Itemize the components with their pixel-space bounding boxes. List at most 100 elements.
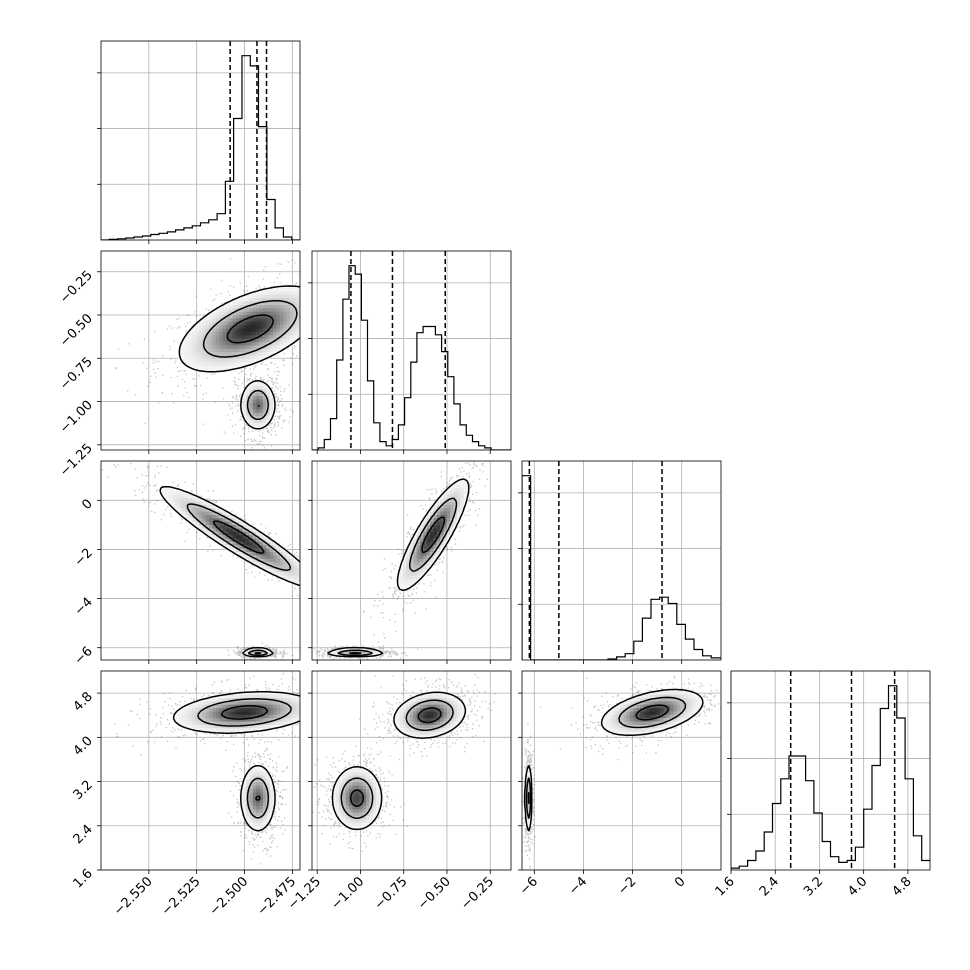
density-cell [178,718,183,723]
density-cell [242,358,247,363]
density-cell [225,711,230,716]
density-cell [633,711,638,716]
density-cell [633,714,638,719]
density-cell [256,789,261,794]
density-cell [446,708,451,713]
density-cell [296,704,300,709]
density-cell [355,646,360,651]
density-cell [256,382,261,387]
density-cell [249,308,254,313]
density-cell [335,789,340,794]
density-cell [266,385,271,390]
density-cell [296,328,300,333]
density-cell [409,701,414,706]
density-cell [215,714,220,719]
density-cell [212,315,217,320]
density-cell [293,701,298,706]
y-tick-label: −2 [72,546,96,570]
density-cell [660,691,665,696]
density-cell [262,409,267,414]
density-cell [286,552,291,557]
density-cell [252,423,257,427]
density-cell [293,315,298,320]
density-cell [222,704,227,709]
density-cell [235,545,240,550]
density-cell [256,701,261,706]
density-cell [266,694,271,699]
density-cell [525,772,530,777]
density-cell [366,816,370,820]
density-cell [376,802,381,807]
density-cell [372,812,377,817]
density-cell [229,521,234,526]
density-cell [219,521,224,526]
density-cell [239,718,244,723]
density-cell [256,385,261,390]
density-cell [433,701,438,706]
density-cell [242,552,247,557]
density-cell [252,768,257,773]
density-cell [212,508,217,513]
density-cell [352,826,357,831]
density-cell [185,718,190,723]
density-cell [636,721,641,726]
density-cell [392,718,397,723]
density-cell [667,691,671,696]
density-cell [423,555,428,560]
density-cell [222,725,227,729]
hist-panel-p3 [518,460,722,661]
x-tick-label: 3.2 [801,874,826,899]
density-cell [205,335,210,340]
density-cell [440,725,445,729]
density-cell [413,555,418,560]
density-cell [446,704,451,709]
density-cell [192,721,197,726]
density-cell [366,772,370,777]
density-cell [219,308,224,313]
panel-content [101,671,300,870]
density-cell [446,728,451,733]
density-cell [259,775,264,780]
density-cell [345,816,350,820]
density-cell [262,721,267,726]
density-cell [242,362,247,367]
density-cell [670,698,675,702]
density-cell [246,775,250,780]
density-cell [697,704,702,709]
density-cell [192,348,197,353]
density-cell [219,698,224,702]
density-cell [339,782,343,787]
density-cell [416,708,421,713]
density-cell [242,795,247,800]
density-cell [359,772,364,777]
density-cell [242,342,247,347]
density-cell [266,568,271,573]
density-cell [212,342,217,347]
density-cell [450,488,455,492]
density-cell [225,352,230,357]
density-cell [262,396,267,400]
density-cell [286,698,291,702]
density-cell [342,775,347,780]
density-cell [362,822,367,827]
density-cell [249,694,254,699]
density-cell [212,348,217,353]
density-cell [249,545,254,550]
density-cell [266,321,271,326]
density-cell [430,538,435,543]
density-cell [205,318,210,323]
density-cell [349,778,354,783]
density-cell [239,528,244,533]
density-cell [629,714,634,719]
density-cell [296,335,300,340]
density-cell [239,342,244,347]
density-cell [249,291,254,296]
density-cell [440,711,445,716]
density-cell [252,778,257,783]
density-cell [249,389,254,394]
density-cell [376,795,381,800]
density-cell [212,511,217,516]
panel-content [101,461,300,660]
density-cell [239,328,244,333]
density-cell [188,508,193,513]
